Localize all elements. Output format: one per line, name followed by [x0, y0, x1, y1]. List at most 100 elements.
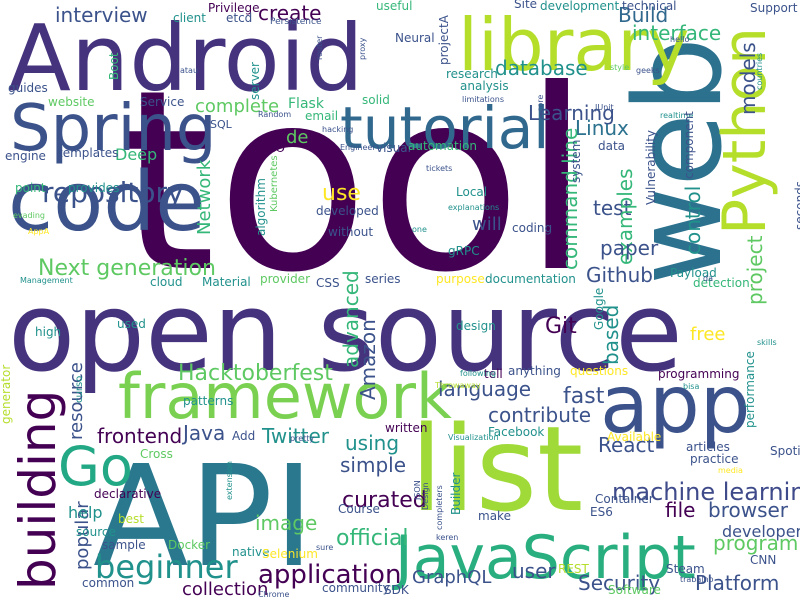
cloud-word: articles — [686, 440, 730, 454]
cloud-word: will — [472, 214, 502, 235]
cloud-word: guides — [8, 81, 48, 95]
cloud-word: REST — [558, 562, 590, 576]
cloud-word: Deep — [115, 145, 157, 164]
cloud-word: declarative — [94, 487, 161, 501]
cloud-word: coding — [512, 221, 552, 235]
cloud-word: create — [258, 1, 322, 25]
cloud-word: detection — [693, 276, 750, 290]
cloud-word: open source — [8, 268, 683, 396]
cloud-word: questions — [570, 364, 628, 378]
cloud-word: documentation — [485, 272, 576, 286]
cloud-word: Build — [618, 3, 668, 27]
cloud-word: official — [336, 526, 409, 551]
cloud-word: Management — [20, 276, 73, 285]
cloud-word: practice — [690, 452, 739, 466]
cloud-word: complete — [195, 96, 279, 117]
cloud-word: Twitter — [261, 424, 330, 448]
cloud-word: contribute — [488, 403, 591, 427]
cloud-word: collection — [182, 579, 268, 600]
cloud-word: application — [258, 560, 401, 590]
cloud-word: API — [93, 436, 314, 599]
cloud-word: Git — [545, 314, 577, 339]
cloud-word: frontend — [97, 424, 182, 448]
cloud-word: models — [736, 42, 760, 115]
cloud-word: GraphQL — [412, 567, 491, 588]
cloud-word: Add — [232, 429, 255, 443]
cloud-word: technical — [622, 0, 677, 13]
cloud-word: seconds — [793, 181, 800, 230]
cloud-word: style — [610, 63, 629, 72]
cloud-word: Material — [202, 275, 251, 289]
cloud-word: system — [569, 140, 583, 183]
cloud-word: tell — [484, 367, 503, 381]
cloud-word: pretty — [290, 434, 314, 443]
cloud-word: useful — [376, 0, 412, 13]
cloud-word: provider — [260, 272, 310, 286]
cloud-word: tickets — [426, 164, 452, 173]
cloud-word: atau — [180, 66, 198, 75]
cloud-word: high — [35, 325, 61, 339]
cloud-word: proxy — [358, 37, 367, 60]
cloud-word: library — [458, 3, 690, 87]
cloud-word: command line — [558, 128, 582, 270]
cloud-word: control — [681, 186, 705, 255]
cloud-word: Python — [710, 27, 780, 235]
cloud-word: AppA — [28, 227, 50, 236]
cloud-word: hacking — [322, 125, 353, 134]
cloud-word: ES6 — [590, 505, 613, 519]
cloud-word: research — [446, 67, 498, 81]
cloud-word: written — [385, 421, 427, 435]
cloud-word: tool — [118, 36, 591, 327]
cloud-word: code — [8, 155, 206, 250]
cloud-word: database — [495, 56, 588, 80]
cloud-word: file — [665, 498, 695, 522]
cloud-word: Google — [592, 288, 606, 330]
cloud-word: evading — [13, 211, 45, 220]
cloud-word: projectA — [437, 14, 451, 65]
cloud-word: used — [117, 317, 146, 331]
cloud-word: app — [600, 358, 751, 451]
cloud-word: Design — [421, 482, 430, 510]
cloud-word: browser — [708, 498, 789, 522]
cloud-word: language — [438, 377, 531, 401]
cloud-word: Hacktoberfest — [178, 361, 333, 386]
cloud-word: Facebook — [488, 425, 544, 439]
cloud-word: examples — [613, 168, 637, 265]
cloud-word: React — [598, 433, 655, 457]
cloud-word: Container — [595, 492, 654, 506]
cloud-word: Site — [514, 0, 537, 11]
cloud-word: repository — [42, 176, 184, 209]
cloud-word: Cross — [140, 447, 173, 461]
cloud-word: Payload — [670, 266, 717, 280]
cloud-word: best — [118, 512, 144, 526]
cloud-word: Go — [58, 435, 133, 498]
cloud-word: engine — [5, 149, 46, 163]
cloud-word: visual — [376, 141, 411, 155]
cloud-word: community — [322, 581, 390, 595]
cloud-word: programming — [658, 367, 739, 381]
cloud-word: anything — [508, 364, 561, 378]
cloud-word: beginner — [95, 548, 238, 586]
cloud-word: Kubernetes — [269, 155, 280, 212]
cloud-word: de — [286, 127, 309, 148]
cloud-word: one — [412, 225, 427, 234]
cloud-word: help — [68, 503, 103, 522]
cloud-word: IO — [272, 141, 285, 155]
cloud-word: explanations — [448, 203, 499, 212]
cloud-word: list — [410, 400, 583, 538]
cloud-word: realtime — [660, 111, 693, 120]
cloud-word: purpose — [436, 272, 485, 286]
cloud-word: solid — [362, 93, 390, 107]
cloud-word: without — [328, 225, 373, 239]
cloud-word: test — [593, 196, 632, 220]
cloud-word: native — [232, 545, 269, 559]
cloud-word: series — [365, 272, 401, 286]
cloud-word: resource — [66, 362, 87, 440]
cloud-word: completers — [435, 485, 444, 530]
cloud-word: Engineer — [340, 143, 376, 152]
cloud-word: Service — [140, 95, 184, 109]
cloud-word: Security — [578, 571, 660, 595]
cloud-word: da — [703, 274, 713, 283]
cloud-word: Spotify — [770, 444, 800, 458]
